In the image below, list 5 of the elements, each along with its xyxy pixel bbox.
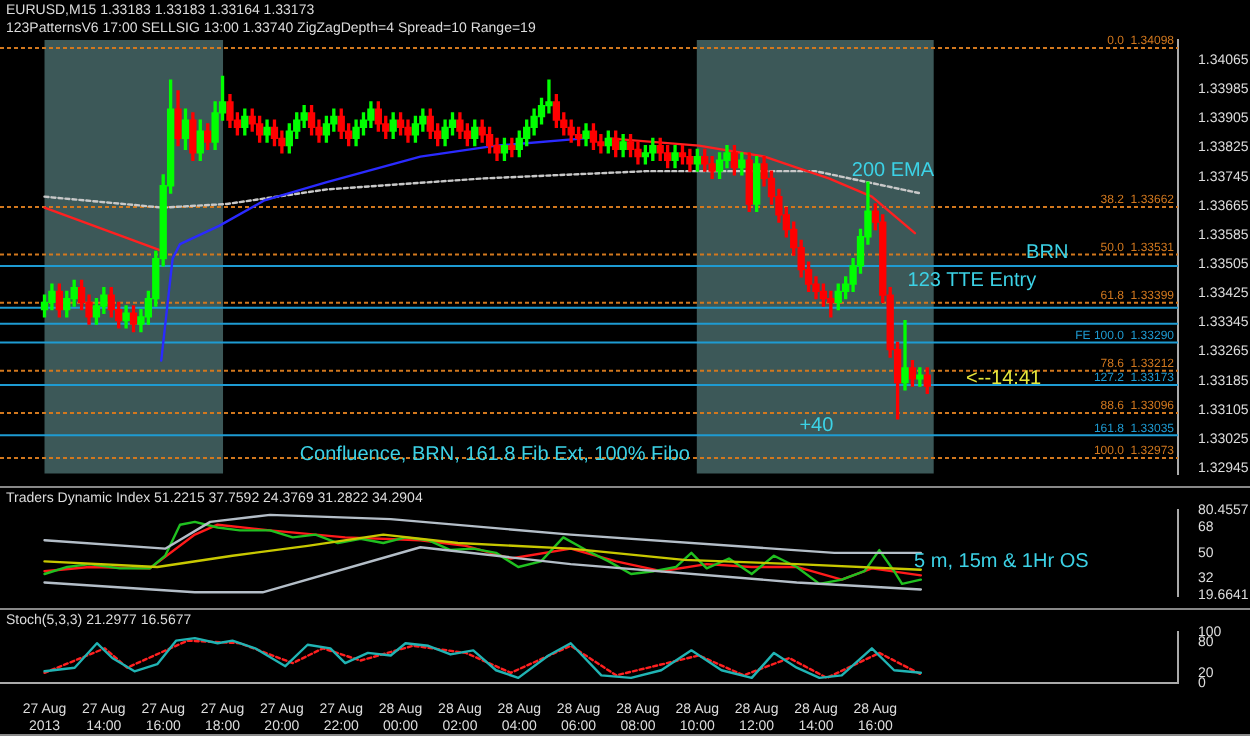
annotation: +40 [799, 415, 835, 438]
annotation: BRN [1026, 241, 1069, 264]
annotation: 200 EMA [851, 159, 935, 182]
annotation: <--14:41 [966, 367, 1043, 390]
annotation: 5 m, 15m & 1Hr OS [914, 550, 1090, 573]
